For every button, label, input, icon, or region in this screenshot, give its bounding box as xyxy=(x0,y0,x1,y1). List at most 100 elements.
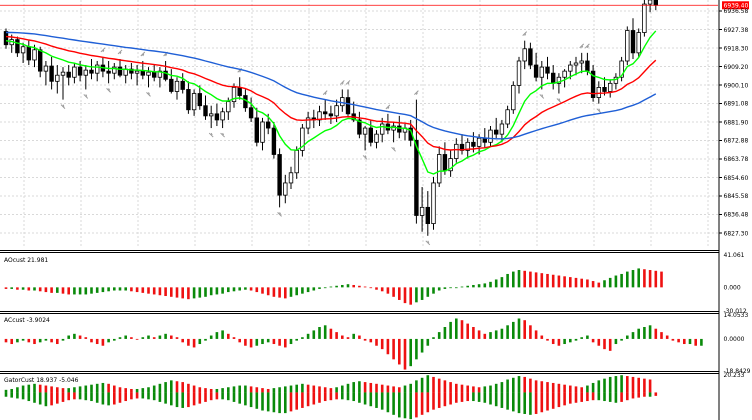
gator-upper-bar xyxy=(437,378,441,393)
gator-upper-bar xyxy=(477,387,481,393)
ac-bar xyxy=(654,328,658,339)
fractal-up-marker xyxy=(322,90,328,95)
gator-upper-bar xyxy=(323,387,327,393)
ac-bar xyxy=(118,337,122,339)
gator-lower-bar xyxy=(16,392,19,399)
ao-bar xyxy=(352,284,355,288)
candle-body xyxy=(169,78,174,92)
ao-bar xyxy=(346,284,350,288)
ac-bar xyxy=(284,338,287,348)
candle-body xyxy=(642,3,647,33)
candle-body xyxy=(271,127,277,155)
candle-body xyxy=(174,80,180,92)
gator-upper-bar xyxy=(426,375,430,393)
gator-lower-bar xyxy=(620,392,623,402)
candle-body xyxy=(511,84,516,111)
candle-body xyxy=(562,70,567,78)
gator-upper-bar xyxy=(637,377,640,393)
gator-upper-bar xyxy=(4,389,8,393)
candle-body xyxy=(3,31,9,46)
price-tick-label: 6891.08 xyxy=(724,101,749,108)
ao-bar xyxy=(118,287,122,291)
candle-body xyxy=(265,121,271,129)
candle-body xyxy=(499,123,505,135)
ac-bar xyxy=(540,335,544,339)
candle-body xyxy=(60,71,66,76)
gator-upper-bar xyxy=(403,385,407,393)
candle-body xyxy=(151,71,157,78)
ao-bar xyxy=(61,287,65,294)
candle-body xyxy=(134,70,140,74)
ac-bar xyxy=(73,333,76,339)
ao-bar xyxy=(472,284,475,288)
fractal-up-marker xyxy=(522,31,528,37)
gator-upper-bar xyxy=(380,384,384,393)
ao-bar xyxy=(38,287,42,292)
candle-body xyxy=(425,206,430,225)
fractal-up-marker xyxy=(339,80,345,85)
ac-bar xyxy=(403,338,407,370)
ao-bar xyxy=(130,287,133,292)
gator-upper-bar xyxy=(38,384,42,393)
ao-bar xyxy=(500,277,504,288)
candle-body xyxy=(419,206,425,216)
price-tick-label: 6900.10 xyxy=(724,82,749,89)
candle-body xyxy=(254,117,259,143)
ac-bar xyxy=(113,338,116,341)
ao-bar xyxy=(10,287,13,289)
ac-bar xyxy=(517,318,521,339)
gator-upper-bar xyxy=(170,380,173,393)
ao-bar xyxy=(238,287,241,291)
fractal-up-marker xyxy=(579,43,585,49)
candle-body xyxy=(476,137,482,147)
gator-lower-bar xyxy=(130,392,133,400)
gator-upper-bar xyxy=(529,378,532,393)
gator-lower-bar xyxy=(380,392,384,410)
gator-lower-bar xyxy=(437,392,441,408)
ao-bar xyxy=(16,287,19,290)
ac-tick-label: 0.0000 xyxy=(724,336,745,343)
gator-lower-bar xyxy=(10,392,13,398)
ao-bar xyxy=(363,286,367,288)
ac-bar xyxy=(500,328,504,339)
ao-bar xyxy=(329,286,333,288)
ao-bar xyxy=(398,287,401,300)
ao-bar xyxy=(455,287,458,289)
gator-upper-bar xyxy=(472,386,475,393)
gator-lower-bar xyxy=(432,392,435,410)
ac-bar xyxy=(192,338,196,348)
ac-bar xyxy=(608,338,612,351)
ao-bar xyxy=(187,287,190,300)
gator-lower-bar xyxy=(135,392,139,399)
gator-lower-bar xyxy=(187,392,190,408)
candle-body xyxy=(43,65,49,72)
ao-bar xyxy=(648,270,652,288)
ac-pane: 14.0533 0.0000 -18.8429 xyxy=(4,312,751,375)
gator-upper-bar xyxy=(67,388,70,393)
ao-bar xyxy=(529,271,532,288)
ao-bar xyxy=(466,285,469,288)
candle-body xyxy=(568,64,573,72)
ao-bar xyxy=(483,283,487,288)
ac-bar xyxy=(261,338,264,345)
ac-bar xyxy=(700,338,703,346)
ac-bar xyxy=(358,335,361,339)
ao-bar xyxy=(232,287,236,292)
gator-lower-bar xyxy=(346,392,350,401)
gator-upper-bar xyxy=(16,387,19,393)
ao-bar xyxy=(113,287,116,291)
candle-body xyxy=(362,127,368,135)
gator-lower-bar xyxy=(289,392,293,412)
ao-bar xyxy=(284,287,287,299)
fractal-down-marker xyxy=(391,146,396,152)
candle-body xyxy=(20,46,26,54)
ac-bar xyxy=(209,335,213,339)
gator-lower-bar xyxy=(546,392,549,411)
gator-lower-bar xyxy=(654,392,658,396)
candle-body xyxy=(288,172,294,184)
ac-bar xyxy=(306,333,310,339)
gator-upper-bar xyxy=(358,381,361,393)
gator-lower-bar xyxy=(306,392,310,407)
candle-body xyxy=(528,48,533,66)
